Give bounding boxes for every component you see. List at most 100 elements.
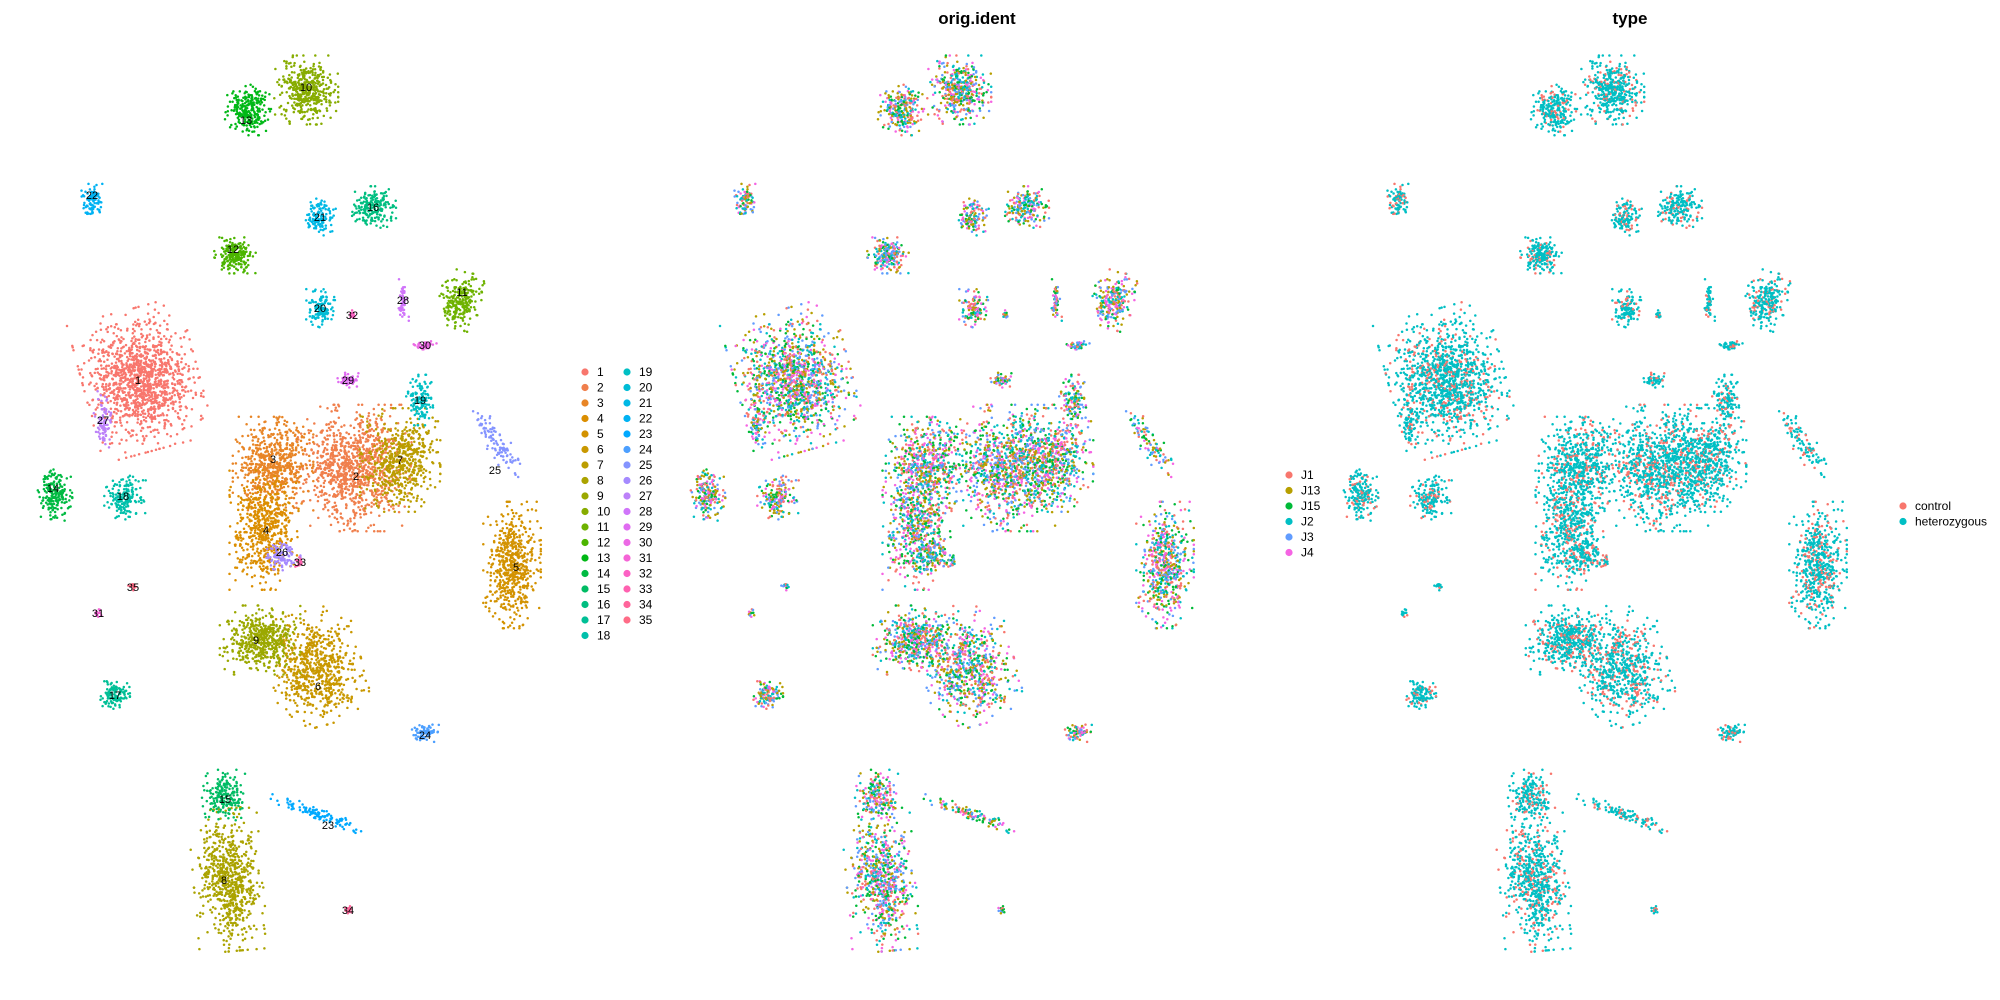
scatter-point <box>114 421 117 424</box>
scatter-point <box>296 426 299 429</box>
scatter-point <box>349 424 352 427</box>
scatter-point <box>103 379 106 382</box>
scatter-point <box>262 436 265 439</box>
scatter-point <box>323 449 326 452</box>
scatter-point <box>307 624 310 627</box>
scatter-point <box>314 672 317 675</box>
scatter-point <box>377 434 380 437</box>
scatter-point <box>110 367 113 370</box>
scatter-point <box>240 497 243 500</box>
scatter-point <box>308 627 311 630</box>
scatter-point <box>283 491 286 494</box>
scatter-point <box>238 442 241 445</box>
scatter-point <box>277 485 280 488</box>
scatter-point <box>115 412 118 415</box>
scatter-point <box>285 434 288 437</box>
scatter-point <box>268 486 271 489</box>
scatter-point <box>362 444 365 447</box>
scatter-point <box>345 492 348 495</box>
scatter-point <box>338 666 341 669</box>
scatter-point <box>245 466 248 469</box>
scatter-point <box>298 468 301 471</box>
scatter-point <box>253 560 256 563</box>
scatter-point <box>179 337 182 340</box>
scatter-point <box>245 523 248 526</box>
scatter-point <box>259 466 262 469</box>
scatter-point <box>279 446 282 449</box>
scatter-point <box>248 503 251 506</box>
scatter-point <box>250 460 253 463</box>
scatter-point <box>294 461 297 464</box>
scatter-point <box>378 467 381 470</box>
scatter-point <box>250 428 253 431</box>
scatter-point <box>325 677 328 680</box>
scatter-point <box>185 405 188 408</box>
scatter-point <box>341 485 344 488</box>
scatter-point <box>285 708 288 711</box>
scatter-point <box>179 372 182 375</box>
scatter-point <box>247 509 250 512</box>
scatter-point <box>269 517 272 520</box>
scatter-point <box>513 627 516 630</box>
scatter-point <box>149 320 152 323</box>
scatter-point <box>170 335 173 338</box>
scatter-point <box>336 697 339 700</box>
scatter-point <box>309 661 312 664</box>
scatter-point <box>168 314 171 317</box>
scatter-point <box>133 366 136 369</box>
scatter-point <box>245 562 248 565</box>
scatter-point <box>325 493 328 496</box>
scatter-point <box>144 320 147 323</box>
scatter-point <box>98 348 101 351</box>
scatter-point <box>304 448 307 451</box>
scatter-point <box>181 381 184 384</box>
scatter-point <box>321 694 324 697</box>
scatter-point <box>353 652 356 655</box>
scatter-point <box>365 469 368 472</box>
scatter-point <box>201 417 204 420</box>
scatter-point <box>240 501 243 504</box>
scatter-point <box>200 395 203 398</box>
scatter-point <box>360 505 363 508</box>
scatter-point <box>300 622 303 625</box>
scatter-point <box>150 406 153 409</box>
scatter-point <box>91 334 94 337</box>
scatter-point <box>395 469 398 472</box>
scatter-point <box>297 444 300 447</box>
scatter-point <box>284 535 287 538</box>
scatter-point <box>277 521 280 524</box>
scatter-point <box>280 528 283 531</box>
scatter-point <box>303 682 306 685</box>
scatter-point <box>429 471 432 474</box>
scatter-point <box>398 511 401 514</box>
scatter-point <box>349 660 352 663</box>
scatter-point <box>489 579 492 582</box>
scatter-point <box>372 435 375 438</box>
scatter-point <box>522 568 525 571</box>
scatter-point <box>132 343 135 346</box>
scatter-point <box>363 689 366 692</box>
scatter-point <box>373 445 376 448</box>
scatter-point <box>331 683 334 686</box>
scatter-point <box>146 334 149 337</box>
scatter-point <box>262 565 265 568</box>
scatter-point <box>320 454 323 457</box>
scatter-point <box>525 565 528 568</box>
scatter-point <box>342 656 345 659</box>
scatter-point <box>514 582 517 585</box>
scatter-point <box>263 463 266 466</box>
scatter-point <box>253 429 256 432</box>
scatter-point <box>525 569 528 572</box>
scatter-point <box>258 535 261 538</box>
scatter-point <box>278 676 281 679</box>
scatter-point <box>241 508 244 511</box>
scatter-point <box>326 701 329 704</box>
scatter-point <box>285 659 288 662</box>
scatter-point <box>299 676 302 679</box>
scatter-point <box>522 624 525 627</box>
scatter-point <box>125 429 128 432</box>
scatter-point <box>305 464 308 467</box>
scatter-point <box>151 373 154 376</box>
scatter-point <box>328 494 331 497</box>
scatter-point <box>508 604 511 607</box>
